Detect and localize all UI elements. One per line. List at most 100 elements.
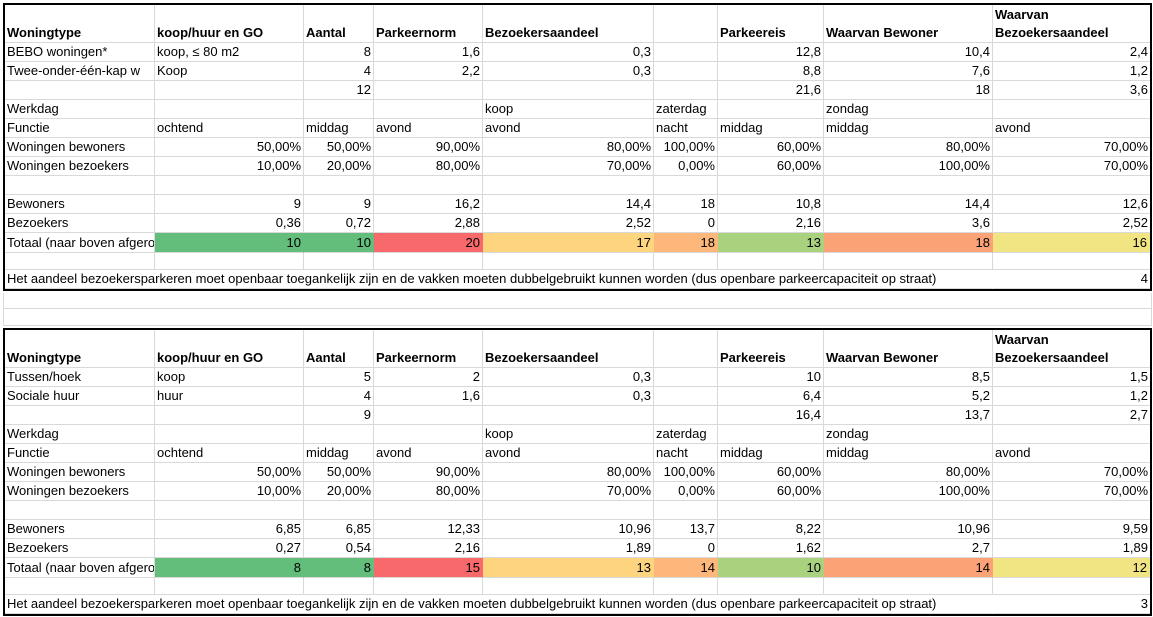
note-value[interactable]: 3 xyxy=(993,595,1150,614)
cell[interactable]: 1,2 xyxy=(993,387,1150,406)
column-header[interactable]: Parkeernorm xyxy=(374,5,483,43)
cell[interactable]: koop, ≤ 80 m2 xyxy=(155,43,304,62)
row-label[interactable]: Sociale huur xyxy=(5,387,155,406)
cell[interactable]: 0,00% xyxy=(654,157,718,176)
cell[interactable]: Koop xyxy=(155,62,304,81)
cell[interactable]: 2,52 xyxy=(993,214,1150,233)
cell[interactable]: 1,5 xyxy=(993,368,1150,387)
totaal-cell[interactable]: 13 xyxy=(483,558,654,578)
empty-cell[interactable] xyxy=(654,578,718,595)
totaal-cell[interactable]: 14 xyxy=(654,558,718,578)
cell[interactable]: 10,00% xyxy=(155,157,304,176)
cell[interactable]: 8,22 xyxy=(718,520,824,539)
cell[interactable]: huur xyxy=(155,387,304,406)
cell[interactable]: middag xyxy=(824,119,993,138)
cell[interactable]: 80,00% xyxy=(374,482,483,501)
empty-cell[interactable] xyxy=(304,176,374,195)
cell[interactable]: 0,3 xyxy=(483,62,654,81)
cell[interactable]: koop xyxy=(483,100,654,119)
totaal-cell[interactable]: 16 xyxy=(993,233,1150,253)
cell[interactable]: 70,00% xyxy=(993,482,1150,501)
row-label[interactable]: Woningen bewoners xyxy=(5,463,155,482)
cell[interactable]: 8,5 xyxy=(824,368,993,387)
cell[interactable]: 2,52 xyxy=(483,214,654,233)
cell[interactable] xyxy=(155,406,304,425)
cell[interactable]: 1,89 xyxy=(483,539,654,558)
cell[interactable]: 18 xyxy=(824,81,993,100)
cell[interactable]: 4 xyxy=(304,62,374,81)
cell[interactable] xyxy=(374,425,483,444)
cell[interactable]: 0 xyxy=(654,539,718,558)
empty-cell[interactable] xyxy=(374,176,483,195)
cell[interactable] xyxy=(718,100,824,119)
totaal-cell[interactable]: 10 xyxy=(155,233,304,253)
empty-cell[interactable] xyxy=(483,253,654,270)
empty-cell[interactable] xyxy=(993,176,1150,195)
cell[interactable]: 10,4 xyxy=(824,43,993,62)
column-header[interactable]: Waarvan Bezoekersaandeel xyxy=(993,5,1150,43)
empty-cell[interactable] xyxy=(155,253,304,270)
cell[interactable]: 12,6 xyxy=(993,195,1150,214)
cell[interactable] xyxy=(483,81,654,100)
row-label[interactable]: Functie xyxy=(5,119,155,138)
column-header[interactable]: Woningtype xyxy=(5,5,155,43)
row-label[interactable]: Bezoekers xyxy=(5,214,155,233)
empty-cell[interactable] xyxy=(483,578,654,595)
column-header[interactable]: Bezoekersaandeel xyxy=(483,5,654,43)
cell[interactable]: 3,6 xyxy=(824,214,993,233)
cell[interactable] xyxy=(374,406,483,425)
cell[interactable] xyxy=(155,425,304,444)
cell[interactable]: 0 xyxy=(654,214,718,233)
cell[interactable]: ochtend xyxy=(155,444,304,463)
cell[interactable]: 0,72 xyxy=(304,214,374,233)
cell[interactable]: 60,00% xyxy=(718,157,824,176)
empty-cell[interactable] xyxy=(304,501,374,520)
cell[interactable]: 2 xyxy=(374,368,483,387)
cell[interactable]: 90,00% xyxy=(374,138,483,157)
row-label[interactable]: Totaal (naar boven afgerond) xyxy=(5,233,155,253)
cell[interactable]: avond xyxy=(483,444,654,463)
empty-cell[interactable] xyxy=(155,176,304,195)
row-label[interactable] xyxy=(5,81,155,100)
cell[interactable] xyxy=(654,368,718,387)
cell[interactable]: zondag xyxy=(824,100,993,119)
totaal-cell[interactable]: 12 xyxy=(993,558,1150,578)
cell[interactable]: 100,00% xyxy=(654,463,718,482)
empty-cell[interactable] xyxy=(483,501,654,520)
cell[interactable]: 14,4 xyxy=(824,195,993,214)
empty-cell[interactable] xyxy=(824,501,993,520)
empty-cell[interactable] xyxy=(718,501,824,520)
note-text[interactable]: Het aandeel bezoekersparkeren moet openb… xyxy=(5,270,993,289)
totaal-cell[interactable]: 17 xyxy=(483,233,654,253)
cell[interactable]: zaterdag xyxy=(654,425,718,444)
column-header[interactable]: Woningtype xyxy=(5,330,155,368)
cell[interactable]: zaterdag xyxy=(654,100,718,119)
cell[interactable]: 60,00% xyxy=(718,138,824,157)
empty-cell[interactable] xyxy=(824,578,993,595)
cell[interactable]: 4 xyxy=(304,387,374,406)
empty-cell[interactable] xyxy=(993,578,1150,595)
cell[interactable]: middag xyxy=(304,444,374,463)
column-header[interactable] xyxy=(654,330,718,368)
totaal-cell[interactable]: 18 xyxy=(654,233,718,253)
cell[interactable]: 1,89 xyxy=(993,539,1150,558)
empty-cell[interactable] xyxy=(654,176,718,195)
row-label[interactable]: Bezoekers xyxy=(5,539,155,558)
cell[interactable]: 6,85 xyxy=(155,520,304,539)
totaal-cell[interactable]: 10 xyxy=(304,233,374,253)
empty-cell[interactable] xyxy=(374,253,483,270)
cell[interactable] xyxy=(155,100,304,119)
cell[interactable]: avond xyxy=(993,119,1150,138)
cell[interactable] xyxy=(654,62,718,81)
cell[interactable]: 6,4 xyxy=(718,387,824,406)
row-label[interactable]: Tussen/hoek xyxy=(5,368,155,387)
cell[interactable] xyxy=(374,81,483,100)
cell[interactable]: 90,00% xyxy=(374,463,483,482)
column-header[interactable]: Waarvan Bewoner xyxy=(824,330,993,368)
empty-cell[interactable] xyxy=(5,253,155,270)
column-header[interactable]: Aantal xyxy=(304,5,374,43)
cell[interactable]: middag xyxy=(304,119,374,138)
empty-cell[interactable] xyxy=(5,176,155,195)
cell[interactable]: 50,00% xyxy=(304,138,374,157)
empty-cell[interactable] xyxy=(993,501,1150,520)
